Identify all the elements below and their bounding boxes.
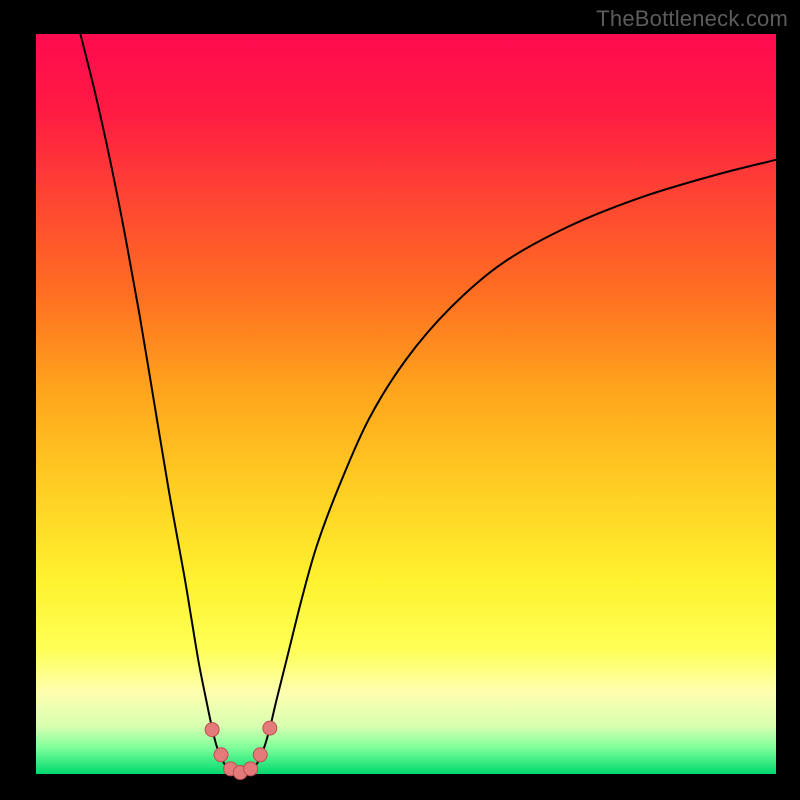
trough-marker (253, 748, 267, 762)
trough-marker (263, 721, 277, 735)
watermark-text: TheBottleneck.com (596, 6, 788, 32)
trough-marker (205, 723, 219, 737)
plot-area (36, 34, 776, 774)
bottleneck-curve-chart (0, 0, 800, 800)
trough-marker (214, 748, 228, 762)
trough-marker (244, 762, 258, 776)
